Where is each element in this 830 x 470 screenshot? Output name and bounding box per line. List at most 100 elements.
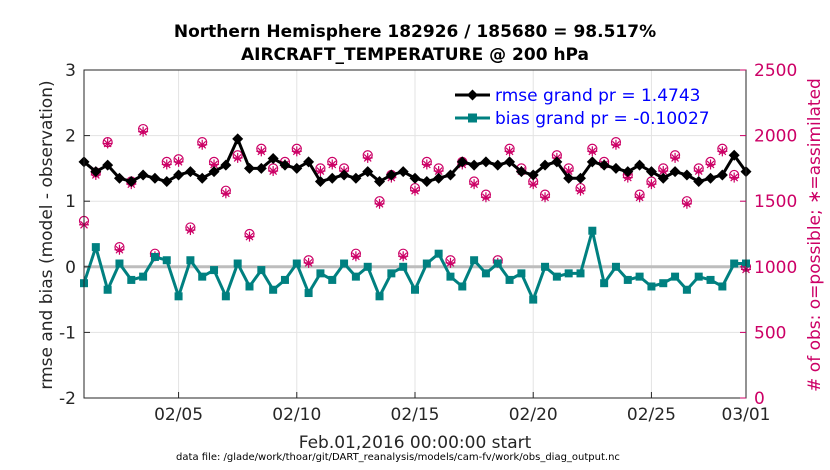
y-left-tick-label: 1: [65, 192, 76, 212]
rmse-point: [232, 133, 244, 145]
rmse-point: [220, 159, 232, 171]
bias-point: [422, 259, 431, 268]
bias-point: [682, 285, 691, 294]
y-right-tick-label: 500: [754, 323, 786, 343]
x-tick-label: 02/20: [509, 405, 558, 425]
rmse-point: [244, 162, 255, 174]
bias-point: [103, 285, 112, 294]
rmse-point: [669, 166, 681, 178]
bias-point: [233, 259, 242, 268]
legend-bias-marker: [468, 113, 477, 123]
rmse-point: [303, 156, 315, 168]
possible-point: [220, 185, 231, 196]
y-left-tick-label: 3: [65, 61, 76, 81]
y-left-tick-label: 0: [65, 258, 76, 278]
possible-point: [705, 156, 716, 167]
rmse-point: [374, 176, 386, 188]
footnote: data file: /glade/work/thoar/git/DART_re…: [176, 452, 620, 463]
bias-point: [115, 259, 124, 268]
rmse-point: [350, 172, 362, 184]
y-right-tick-label: 2000: [754, 127, 797, 147]
bias-point: [434, 249, 443, 258]
possible-point: [421, 156, 432, 167]
rmse-point: [705, 172, 717, 184]
bias-point: [351, 272, 360, 281]
possible-point: [504, 143, 515, 154]
bias-point: [387, 269, 396, 278]
bias-point: [659, 279, 668, 288]
bias-point: [647, 282, 656, 291]
possible-point: [138, 123, 149, 135]
possible-point: [244, 228, 255, 240]
possible-point: [445, 255, 456, 266]
bias-point: [269, 285, 278, 294]
bias-point: [505, 275, 514, 284]
rmse-point: [161, 176, 173, 188]
possible-point: [469, 176, 480, 187]
bias-point: [600, 279, 609, 288]
x-tick-label: 03/01: [722, 405, 771, 425]
possible-point: [173, 154, 184, 165]
bias-point: [623, 275, 632, 284]
bias-point: [245, 282, 254, 291]
bias-point: [470, 256, 479, 265]
rmse-point: [444, 169, 456, 181]
rmse-point: [433, 172, 445, 184]
x-tick-label: 02/05: [154, 405, 203, 425]
legend-rmse-label: rmse grand pr = 1.4743: [495, 86, 700, 106]
bias-point: [411, 285, 419, 294]
rmse-point: [90, 166, 102, 178]
possible-series: [78, 123, 752, 272]
bias-point: [458, 282, 467, 291]
assimilated-point: [610, 139, 621, 150]
rmse-point: [326, 172, 338, 184]
possible-point: [114, 242, 125, 253]
bias-point: [316, 269, 325, 278]
possible-point: [327, 156, 338, 167]
possible-point: [315, 163, 326, 174]
bias-point: [221, 292, 230, 301]
y-right-tick-label: 0: [754, 389, 765, 409]
rmse-point: [551, 156, 563, 168]
bias-point: [174, 292, 183, 301]
possible-point: [693, 163, 704, 174]
y-right-axis-label: # of obs: o=possible; ∗=assimilated: [805, 78, 825, 392]
rmse-point: [196, 172, 208, 184]
rmse-point: [208, 166, 220, 178]
assimilated-point: [480, 192, 491, 203]
y-right-axis-ticks: 0 500 1000 1500 2000 2500: [740, 61, 797, 409]
bias-point: [257, 266, 266, 275]
rmse-point: [504, 156, 516, 168]
possible-point: [398, 248, 409, 259]
bias-point: [150, 252, 159, 261]
rmse-point: [480, 156, 492, 168]
possible-point: [729, 169, 740, 181]
assimilated-point: [504, 146, 515, 157]
bias-point: [139, 272, 148, 281]
rmse-point: [586, 156, 598, 168]
possible-point: [717, 143, 728, 154]
rmse-point: [728, 149, 740, 161]
rmse-point: [575, 172, 586, 184]
rmse-point: [409, 172, 421, 184]
rmse-point: [563, 172, 575, 184]
rmse-series: [78, 133, 752, 188]
bias-point: [340, 259, 349, 268]
rmse-point: [634, 159, 646, 171]
y-right-tick-label: 1000: [754, 258, 797, 278]
rmse-point: [421, 176, 433, 188]
bias-point: [718, 282, 727, 291]
bias-point: [635, 272, 644, 281]
y-right-tick-label: 2500: [754, 61, 797, 81]
bias-point: [210, 266, 219, 275]
rmse-point: [184, 166, 196, 178]
rmse-point: [137, 169, 149, 181]
y-left-tick-label: -2: [59, 389, 76, 409]
y-right-tick-label: 1500: [754, 192, 797, 212]
rmse-point: [693, 176, 705, 188]
rmse-point: [338, 169, 350, 181]
legend-rmse-marker: [467, 89, 478, 101]
bias-point: [446, 272, 455, 281]
bias-series: [80, 226, 750, 304]
